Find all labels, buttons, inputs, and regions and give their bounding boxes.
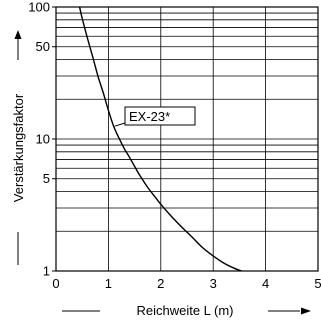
x-axis-label: Reichweite L (m) <box>136 303 233 318</box>
annotation-leader <box>114 122 126 127</box>
x-tick-label: 4 <box>262 276 269 291</box>
x-tick-label: 0 <box>52 276 59 291</box>
x-tick-label: 5 <box>314 276 321 291</box>
x-axis-arrow-head <box>301 307 311 315</box>
annotation-layer: EX-23* <box>114 106 196 127</box>
curve-layer <box>78 7 244 271</box>
y-tick-label: 1 <box>43 264 50 279</box>
y-axis-arrow-head <box>14 30 22 39</box>
x-tick-label: 2 <box>157 276 164 291</box>
annotation-box <box>124 106 196 126</box>
annotation-label: EX-23* <box>129 109 170 124</box>
series-curve-ex-23 <box>78 7 244 271</box>
y-tick-label: 5 <box>43 171 50 186</box>
y-tick-label: 50 <box>36 39 50 54</box>
x-tick-label: 1 <box>105 276 112 291</box>
x-tick-label: 3 <box>210 276 217 291</box>
y-tick-label: 10 <box>36 132 50 147</box>
y-axis-label: Verstärkungsfaktor <box>11 93 26 202</box>
y-tick-label: 100 <box>28 0 50 15</box>
